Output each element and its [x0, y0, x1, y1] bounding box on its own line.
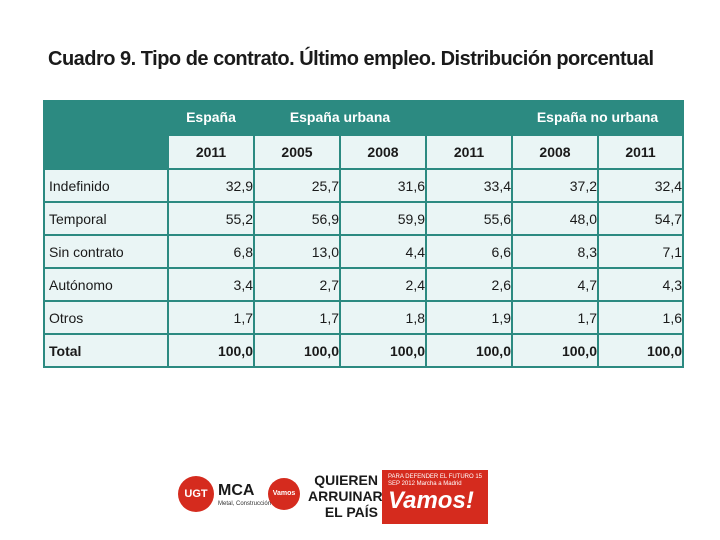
table-cell: 100,0 — [253, 333, 341, 368]
table-cell: 31,6 — [339, 168, 427, 203]
table-cell: 100,0 — [339, 333, 427, 368]
table-cell: 2,6 — [425, 267, 513, 302]
table-cell: 100,0 — [425, 333, 513, 368]
year-header: 2005 — [253, 134, 341, 170]
table-cell: 48,0 — [511, 201, 599, 236]
mca-logo: MCA — [218, 482, 255, 499]
table-cell: 8,3 — [511, 234, 599, 269]
table-cell: 25,7 — [253, 168, 341, 203]
table-cell: 32,9 — [167, 168, 255, 203]
vamos-banner: PARA DEFENDER EL FUTURO 15 SEP 2012 Marc… — [382, 470, 488, 524]
corner-cell — [44, 100, 168, 135]
row-label: Indefinido — [43, 168, 169, 203]
row-label: Autónomo — [43, 267, 169, 302]
table-row: Otros 1,7 1,7 1,8 1,9 1,7 1,6 — [43, 300, 685, 335]
table-cell: 13,0 — [253, 234, 341, 269]
vamos-small-logo: Vamos — [268, 478, 300, 510]
table-cell: 1,9 — [425, 300, 513, 335]
banner-vamos-text: Vamos! — [388, 487, 474, 514]
table-row: Temporal 55,2 56,9 59,9 55,6 48,0 54,7 — [43, 201, 685, 236]
table-cell: 32,4 — [596, 168, 685, 203]
table-cell: 1,7 — [167, 300, 255, 335]
row-label: Temporal — [43, 201, 169, 236]
table-cell: 1,8 — [339, 300, 427, 335]
table-cell: 37,2 — [511, 168, 599, 203]
table-cell: 4,7 — [511, 267, 599, 302]
slogan: QUIEREN ARRUINAR EL PAÍS — [308, 472, 383, 520]
row-label: Otros — [43, 300, 169, 335]
footer-logos: UGT MCA Metal, Construcción Vamos QUIERE… — [178, 470, 490, 528]
mca-subtitle: Metal, Construcción — [218, 501, 272, 507]
row-label: Total — [43, 333, 169, 368]
table-row: Total 100,0 100,0 100,0 100,0 100,0 100,0 — [43, 333, 685, 368]
table-cell: 54,7 — [596, 201, 685, 236]
table-cell: 2,4 — [339, 267, 427, 302]
table-cell: 56,9 — [253, 201, 341, 236]
table-cell: 100,0 — [511, 333, 599, 368]
table-row: Autónomo 3,4 2,7 2,4 2,6 4,7 4,3 — [43, 267, 685, 302]
table-cell: 4,4 — [339, 234, 427, 269]
year-header: 2011 — [596, 134, 685, 170]
ugt-logo: UGT — [178, 476, 214, 512]
table-row: Indefinido 32,9 25,7 31,6 33,4 37,2 32,4 — [43, 168, 685, 203]
table-cell: 1,6 — [596, 300, 685, 335]
table-cell: 100,0 — [167, 333, 255, 368]
table-cell: 55,2 — [167, 201, 255, 236]
table-cell: 100,0 — [596, 333, 685, 368]
year-header: 2011 — [167, 134, 255, 170]
table-row: Sin contrato 6,8 13,0 4,4 6,6 8,3 7,1 — [43, 234, 685, 269]
table-cell: 1,7 — [511, 300, 599, 335]
contract-type-table: España España urbana España no urbana 20… — [43, 100, 685, 368]
group-header-espana: España — [186, 109, 236, 125]
table-cell: 7,1 — [596, 234, 685, 269]
table-cell: 1,7 — [253, 300, 341, 335]
year-header: 2008 — [339, 134, 427, 170]
table-cell: 33,4 — [425, 168, 513, 203]
page-title: Cuadro 9. Tipo de contrato. Último emple… — [48, 48, 654, 70]
banner-tagline: PARA DEFENDER EL FUTURO 15 SEP 2012 Marc… — [388, 474, 483, 487]
table-cell: 4,3 — [596, 267, 685, 302]
table-cell: 6,8 — [167, 234, 255, 269]
table-cell: 59,9 — [339, 201, 427, 236]
group-header-espana-urbana: España urbana — [289, 109, 391, 125]
table-cell: 55,6 — [425, 201, 513, 236]
year-header: 2011 — [425, 134, 513, 170]
table-cell: 3,4 — [167, 267, 255, 302]
row-label: Sin contrato — [43, 234, 169, 269]
table-cell: 6,6 — [425, 234, 513, 269]
group-header-espana-no-urbana: España no urbana — [536, 109, 659, 125]
table-cell: 2,7 — [253, 267, 341, 302]
year-header: 2008 — [511, 134, 599, 170]
